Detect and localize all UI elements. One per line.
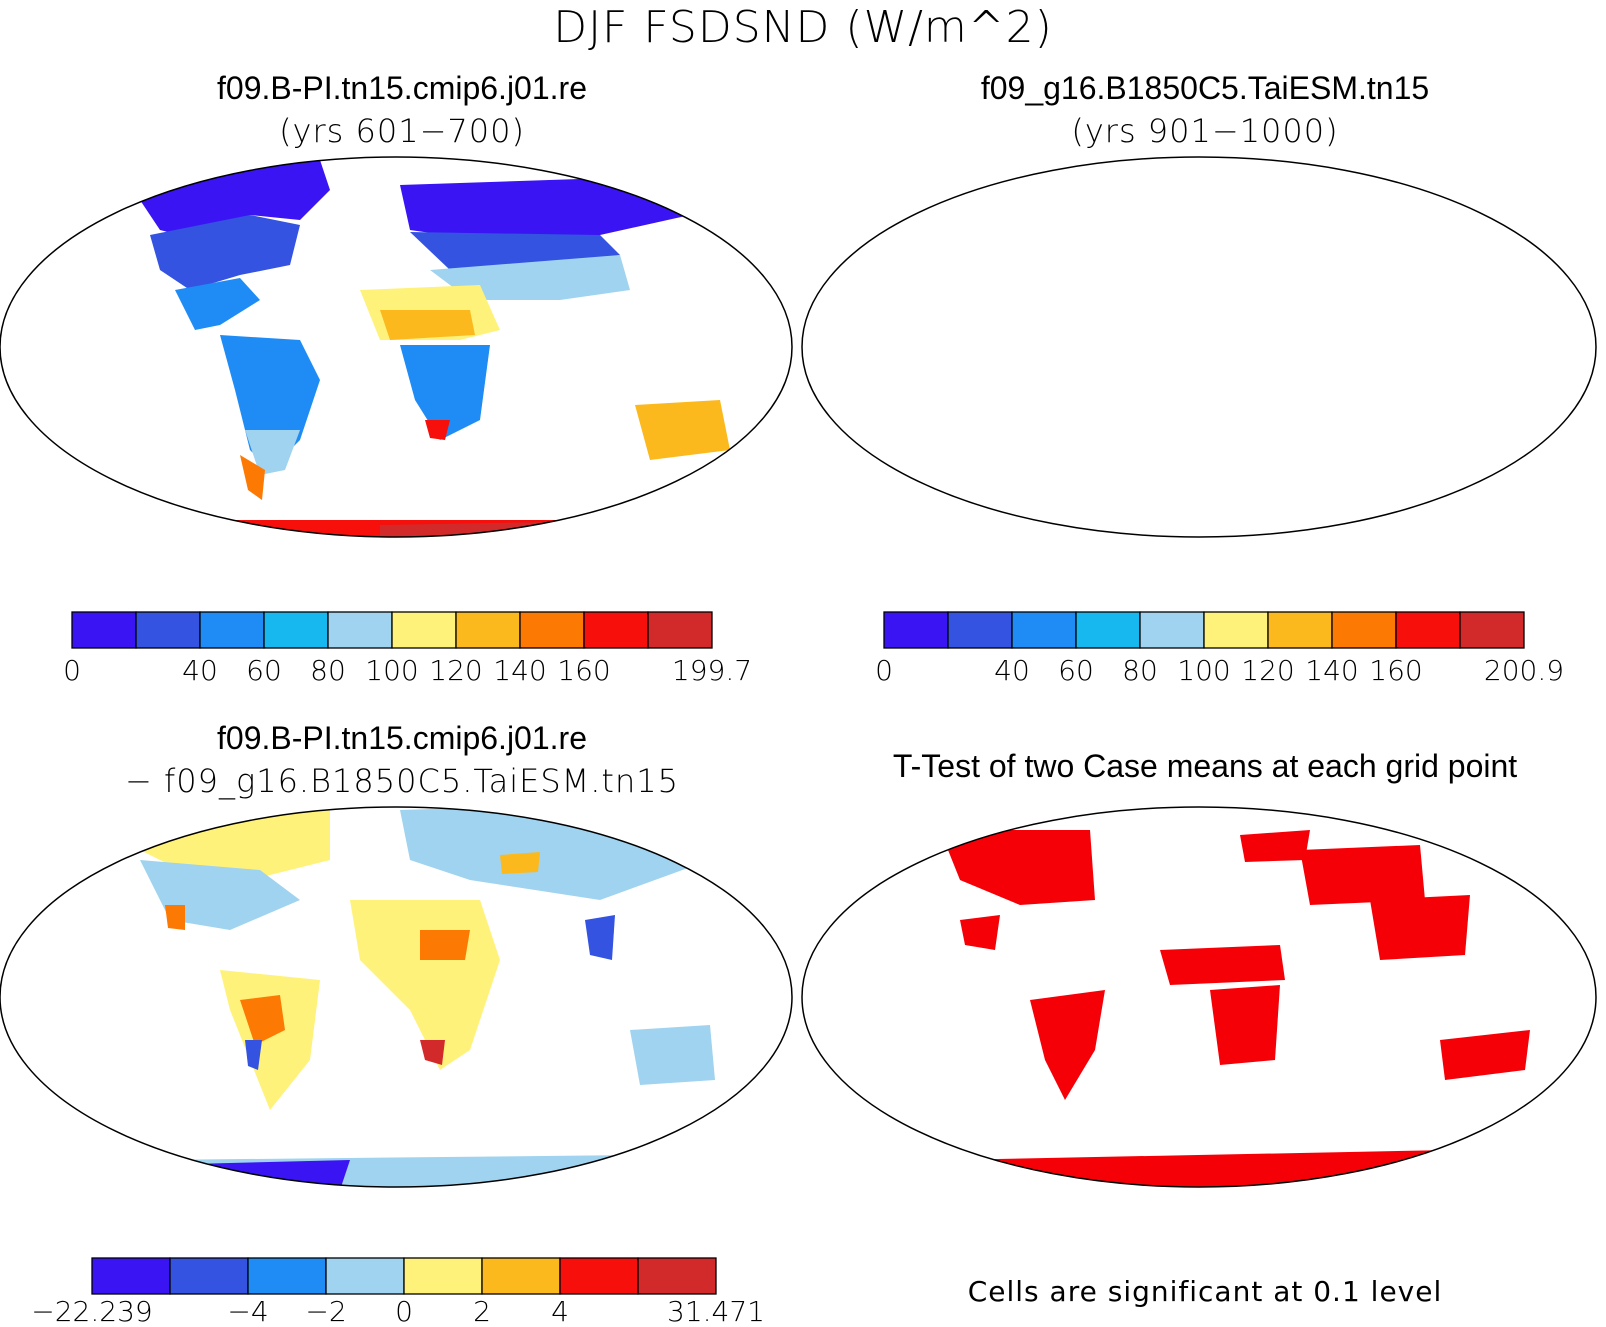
colorbar-swatch (403, 1257, 483, 1295)
colorbar-tick-label: 140 (1305, 654, 1358, 687)
africa-anomaly (420, 930, 470, 960)
south-america-south (240, 455, 265, 500)
panel-case2-title: f09_g16.B1850C5.TaiESM.tn15 (980, 70, 1430, 106)
colorbar-case1: 0 40 60 80 100 120 140 160 199.7 (63, 611, 752, 687)
sahel (380, 310, 475, 340)
colorbar-swatch (481, 1257, 561, 1295)
colorbar-tick-label: 140 (493, 654, 546, 687)
colorbar-swatch (519, 611, 585, 649)
colorbar-tick-label: 80 (310, 654, 346, 687)
map-ttest-border (801, 806, 1597, 1188)
south-africa (425, 420, 450, 440)
colorbar-swatch (1075, 611, 1141, 649)
mexico-anomaly (165, 905, 185, 930)
figure-title: DJF FSDSND (W/m^2) (553, 2, 1053, 53)
colorbar-tick-label: 0 (875, 654, 893, 687)
panel-diff-title: f09.B-PI.tn15.cmip6.j01.re (217, 720, 587, 756)
colorbar-swatch (1267, 611, 1333, 649)
colorbar-tick-label: 2 (473, 1295, 491, 1327)
colorbar-swatch (1331, 611, 1397, 649)
central-asia-anomaly (500, 852, 540, 874)
significance-note: Cells are significant at 0.1 level (967, 1275, 1443, 1308)
colorbar-tick-label: 31.471 (667, 1295, 765, 1327)
colorbar-tick-label: 160 (1369, 654, 1422, 687)
panel-case1-subtitle: (yrs 601−700) (279, 112, 525, 150)
colorbar-tick-label: −4 (227, 1295, 268, 1327)
sahel-significant (1160, 945, 1285, 985)
colorbar-swatch (91, 1257, 171, 1295)
colorbar-swatch (327, 611, 393, 649)
colorbar-tick-label: 0 (63, 654, 81, 687)
colorbar-swatch (391, 611, 457, 649)
colorbar-swatch (247, 1257, 327, 1295)
andes-anomaly (245, 1040, 262, 1070)
colorbar-swatch (71, 611, 137, 649)
colorbar-swatch (325, 1257, 405, 1295)
colorbar-swatch (1139, 611, 1205, 649)
colorbar-swatch (583, 611, 649, 649)
colorbar-swatch (1011, 611, 1077, 649)
colorbar-tick-label: 40 (994, 654, 1030, 687)
map-case2 (801, 156, 1597, 538)
colorbar-swatch (1203, 611, 1269, 649)
panel-ttest-title: T-Test of two Case means at each grid po… (892, 748, 1518, 784)
map-diff-border (0, 806, 793, 1188)
colorbar-swatch (455, 611, 521, 649)
colorbar-tick-label: 160 (557, 654, 610, 687)
colorbar-swatch (169, 1257, 249, 1295)
africa-significant (1210, 985, 1280, 1065)
north-america-mid-lat (150, 215, 300, 290)
map-case2-border (801, 156, 1597, 538)
colorbar-swatch (199, 611, 265, 649)
colorbar-swatch (1395, 611, 1461, 649)
asia-significant (1300, 845, 1425, 905)
panel-diff-subtitle: − f09_g16.B1850C5.TaiESM.tn15 (125, 762, 679, 800)
panel-case2-subtitle: (yrs 901−1000) (1071, 112, 1339, 150)
colorbar-swatch (637, 1257, 717, 1295)
colorbar-tick-label: 60 (1058, 654, 1094, 687)
colorbar-case2: 0 40 60 80 100 120 140 160 200.9 (875, 611, 1564, 687)
central-africa (400, 345, 490, 440)
colorbar-tick-label: 80 (1122, 654, 1158, 687)
map-case1-border (0, 156, 793, 538)
colorbar-tick-label: 100 (365, 654, 418, 687)
north-america-south (175, 278, 260, 330)
colorbar-tick-label: −2 (305, 1295, 346, 1327)
north-america-significant (940, 830, 1095, 905)
south-america-significant (1030, 990, 1105, 1100)
colorbar-swatch (135, 611, 201, 649)
south-america-mid (245, 430, 300, 475)
colorbar-tick-label: 200.9 (1484, 654, 1564, 687)
amazon-anomaly (240, 995, 285, 1045)
colorbar-swatch (263, 611, 329, 649)
colorbar-swatch (1459, 611, 1525, 649)
colorbar-tick-label: 100 (1177, 654, 1230, 687)
colorbar-tick-label: 120 (1241, 654, 1294, 687)
colorbar-tick-label: 4 (551, 1295, 569, 1327)
colorbar-diff: −22.239 −4 −2 0 2 4 31.471 (31, 1257, 765, 1327)
south-asia-significant (1370, 895, 1470, 960)
colorbar-tick-label: 199.7 (672, 654, 752, 687)
colorbar-tick-label: −22.239 (31, 1295, 152, 1327)
colorbar-tick-label: 120 (429, 654, 482, 687)
colorbar-swatch (947, 611, 1013, 649)
colorbar-tick-label: 40 (182, 654, 218, 687)
australia (635, 400, 730, 460)
colorbar-swatch (883, 611, 949, 649)
colorbar-swatch (647, 611, 713, 649)
australia-significant (1440, 1030, 1530, 1080)
colorbar-tick-label: 0 (395, 1295, 413, 1327)
mexico-significant (960, 915, 1000, 950)
south-africa-anomaly (420, 1040, 445, 1065)
australia (630, 1025, 715, 1085)
colorbar-tick-label: 60 (246, 654, 282, 687)
colorbar-swatch (559, 1257, 639, 1295)
panel-case1-title: f09.B-PI.tn15.cmip6.j01.re (217, 70, 587, 106)
europe-significant (1240, 830, 1310, 862)
southeast-asia-anomaly (585, 915, 615, 960)
